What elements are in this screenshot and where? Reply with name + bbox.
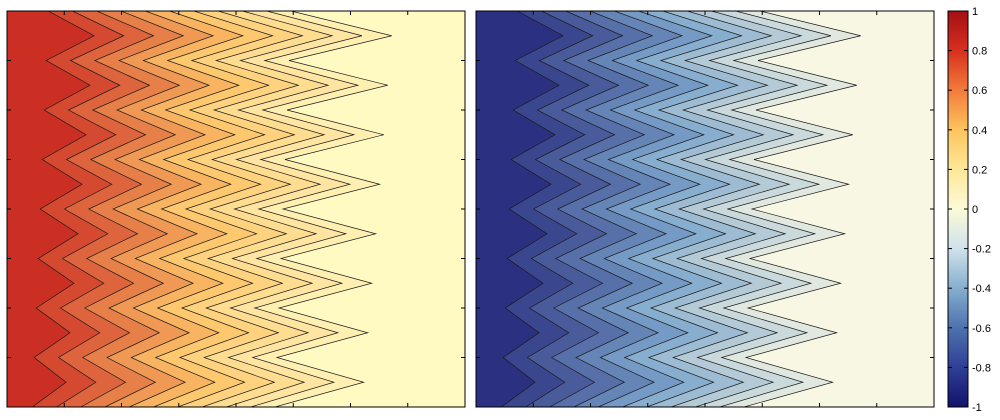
right-contour-level <box>476 11 564 407</box>
right-contour-panel <box>475 10 935 408</box>
colorbar-tick-label: 1 <box>972 6 978 18</box>
colorbar-tick-label: 0 <box>972 204 978 216</box>
colorbar-tick-label: 0.4 <box>972 125 987 137</box>
colorbar-tick-label: -1 <box>972 402 982 414</box>
left-contour-panel <box>6 10 466 408</box>
colorbar-tick-label: 0.2 <box>972 164 987 176</box>
colorbar: 1 0.8 0.6 0.4 0.2 0 -0.2 -0.4 -0.6 -0.8 -1 <box>947 6 991 414</box>
colorbar-gradient <box>948 11 968 407</box>
colorbar-tick-label: 0.8 <box>972 46 987 58</box>
colorbar-tick-label: -0.4 <box>972 283 991 295</box>
colorbar-tick-label: -0.6 <box>972 323 991 335</box>
left-contour-level <box>7 11 95 407</box>
colorbar-tick-label: -0.2 <box>972 244 991 256</box>
colorbar-tick-label: -0.8 <box>972 362 991 374</box>
colorbar-tick-label: 0.6 <box>972 85 987 97</box>
